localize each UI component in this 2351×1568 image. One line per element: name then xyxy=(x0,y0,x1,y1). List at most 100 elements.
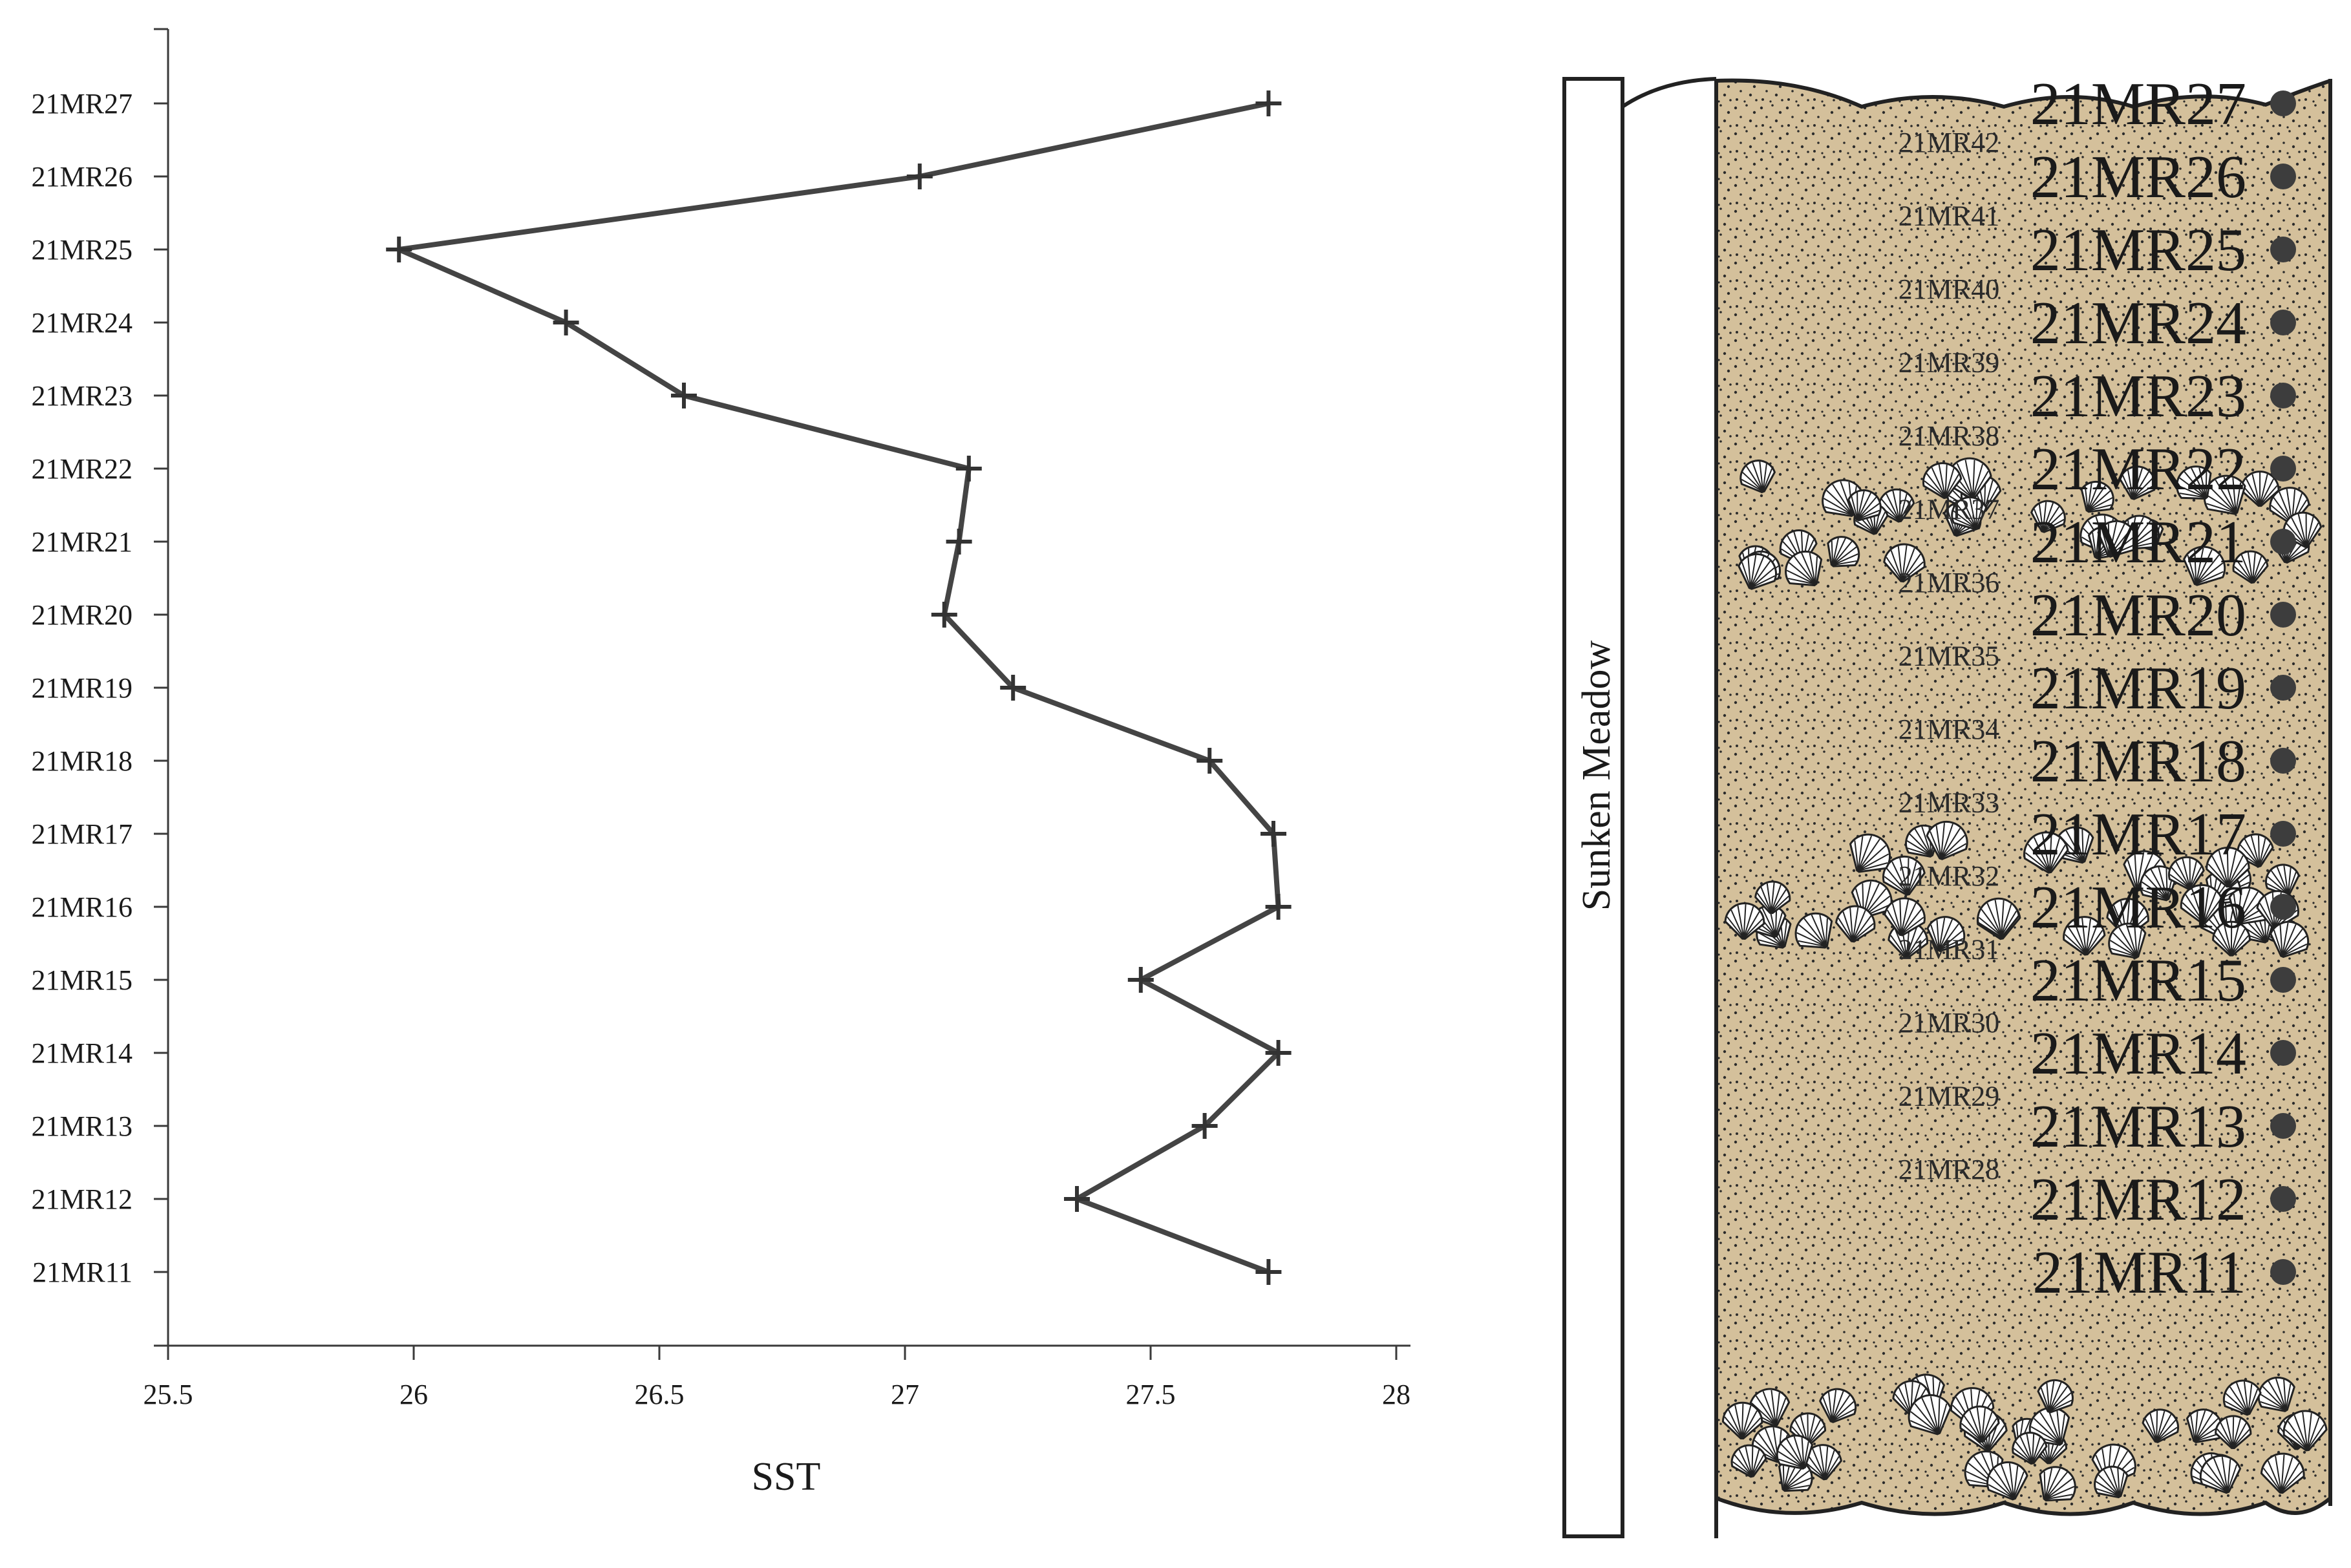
shell-icon xyxy=(2206,847,2250,888)
sample-dot xyxy=(2270,1186,2296,1212)
shell-icon xyxy=(1738,553,1777,590)
shell-icon xyxy=(1883,543,1926,583)
y-tick-label: 21MR17 xyxy=(32,818,133,850)
sample-label: 21MR12 xyxy=(2030,1166,2246,1233)
small-sample-label: 21MR30 xyxy=(1899,1007,1999,1039)
small-sample-label: 21MR42 xyxy=(1899,127,1999,158)
sample-label: 21MR26 xyxy=(2030,143,2246,211)
sst-line-chart: 21MR27 21MR26 21MR25 21MR24 21MR23 21MR22 21MR… xyxy=(32,28,1410,1499)
sample-label: 21MR23 xyxy=(2030,363,2246,430)
shell-icon xyxy=(2215,1415,2252,1449)
y-tick-label: 21MR15 xyxy=(32,964,133,996)
data-point-marker xyxy=(553,310,579,335)
x-tick-label: 25.5 xyxy=(144,1379,193,1410)
sample-dot xyxy=(2270,383,2296,408)
sample-dot xyxy=(2270,529,2296,555)
x-tick-label: 26.5 xyxy=(635,1379,685,1410)
y-tick-label: 21MR25 xyxy=(32,234,133,266)
shell-icon xyxy=(2270,920,2310,959)
sst-series-line xyxy=(396,101,1281,1275)
small-sample-label: 21MR40 xyxy=(1899,273,1999,305)
shell-icon xyxy=(1785,550,1823,587)
shell-icon xyxy=(1922,462,1963,500)
data-point-marker xyxy=(955,456,982,482)
small-sample-label: 21MR36 xyxy=(1899,567,1999,599)
x-tick-label: 27 xyxy=(891,1379,919,1410)
data-point-marker xyxy=(1255,90,1282,116)
shell-icon xyxy=(1882,855,1926,896)
shell-icon xyxy=(1926,916,1966,953)
y-tick-label: 21MR24 xyxy=(32,307,133,339)
shell-icon xyxy=(1959,1405,2000,1443)
sample-label: 21MR27 xyxy=(2030,70,2246,138)
stratigraphic-column: Sunken Meadow 21MR4221MR4121MR4021MR3921… xyxy=(1562,70,2332,1538)
shell-icon xyxy=(1835,905,1876,943)
y-tick-label: 21MR16 xyxy=(32,891,133,923)
shell-icon xyxy=(1721,1401,1763,1440)
x-tick-label: 28 xyxy=(1382,1379,1410,1410)
small-sample-label: 21MR37 xyxy=(1899,494,1999,525)
small-sample-label: 21MR39 xyxy=(1899,347,1999,379)
shell-icon xyxy=(1986,1461,2028,1501)
shell-icon xyxy=(2168,856,2205,891)
sample-dot xyxy=(2270,456,2296,482)
shell-icon xyxy=(2257,1376,2295,1412)
sample-label: 21MR24 xyxy=(2030,290,2246,357)
sample-label: 21MR14 xyxy=(2030,1020,2246,1087)
y-tick-label: 21MR23 xyxy=(32,380,133,412)
shell-icon xyxy=(2030,500,2066,533)
sample-label: 21MR18 xyxy=(2030,728,2246,795)
shell-icon xyxy=(1754,880,1791,915)
x-tick-label: 26 xyxy=(399,1379,428,1410)
shell-icon xyxy=(1849,833,1891,873)
sample-label: 21MR21 xyxy=(2030,509,2246,576)
x-axis-title: SST xyxy=(752,1455,821,1499)
sample-dot xyxy=(2270,602,2296,628)
sample-label: 21MR13 xyxy=(2030,1093,2246,1160)
shell-icon xyxy=(1776,1434,1814,1470)
y-tick-label: 21MR13 xyxy=(32,1110,133,1142)
y-tick-label: 21MR27 xyxy=(32,88,133,120)
y-tick-label: 21MR22 xyxy=(32,453,133,485)
sample-label: 21MR25 xyxy=(2030,217,2246,284)
sand-sediment xyxy=(1716,80,2330,1514)
sample-dots xyxy=(2270,90,2296,1285)
sample-dot xyxy=(2270,675,2296,701)
shell-icon xyxy=(2039,1466,2076,1501)
sample-label: 21MR15 xyxy=(2030,947,2246,1014)
sample-dot xyxy=(2270,1259,2296,1285)
site-label-bar xyxy=(1562,77,1624,1538)
shell-icon xyxy=(1977,897,2020,938)
sample-label: 21MR20 xyxy=(2030,582,2246,649)
shell-icon xyxy=(2183,546,2226,586)
sample-dot xyxy=(2270,310,2296,335)
sediment-top-edge xyxy=(1716,78,2331,109)
y-tick-label: 21MR19 xyxy=(32,672,133,704)
data-point-marker xyxy=(1265,894,1292,920)
shell-icon xyxy=(2063,916,2106,956)
sample-label: 21MR16 xyxy=(2030,874,2246,941)
shell-icon xyxy=(2080,480,2114,513)
data-point-marker xyxy=(671,383,697,408)
small-sample-labels: 21MR42 21MR41 21MR40 21MR39 21MR38 21MR37 21MR… xyxy=(1899,127,1999,1185)
data-point-marker xyxy=(1255,1259,1282,1285)
shell-icon xyxy=(2232,550,2269,584)
column-top-edge xyxy=(1621,77,1717,109)
sample-dot xyxy=(2270,967,2296,993)
data-point-marker xyxy=(1197,748,1223,774)
shell-icon xyxy=(2023,831,2069,874)
shell-icon xyxy=(1827,536,1860,567)
x-axis-ticks: 25.5 26 26.5 27 27.5 28 xyxy=(144,1346,1410,1410)
sample-dot xyxy=(2270,821,2296,847)
site-label: Sunken Meadow xyxy=(1575,641,1619,911)
shell-icon xyxy=(2222,1379,2262,1416)
y-tick-label: 21MR20 xyxy=(32,599,133,631)
shell-beds xyxy=(1721,457,2328,1501)
y-tick-label: 21MR11 xyxy=(32,1256,133,1288)
sample-dot xyxy=(2270,90,2296,116)
shell-icon xyxy=(2037,1379,2074,1414)
sample-labels: 21MR2721MR2621MR2521MR2421MR2321MR2221MR… xyxy=(2030,70,2246,1306)
shell-icon xyxy=(1926,821,1968,860)
shell-icon xyxy=(1946,457,1992,500)
